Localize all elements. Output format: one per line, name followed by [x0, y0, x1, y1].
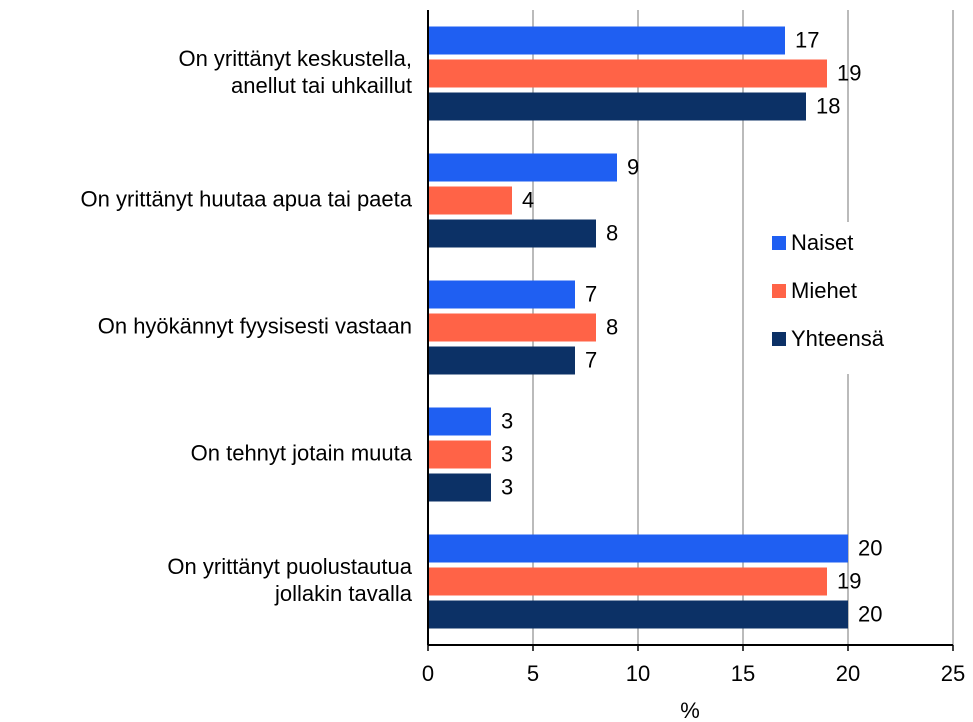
legend-label: Miehet	[791, 278, 857, 303]
bar	[428, 473, 491, 502]
data-label: 20	[858, 535, 882, 560]
x-tick-label: 5	[527, 661, 539, 686]
data-label: 9	[627, 154, 639, 179]
bar	[428, 219, 596, 248]
x-tick-label: 15	[731, 661, 755, 686]
x-tick-label: 10	[626, 661, 650, 686]
data-label: 3	[501, 441, 513, 466]
bar	[428, 313, 596, 342]
bar	[428, 534, 848, 563]
bar	[428, 92, 806, 121]
bar	[428, 280, 575, 309]
bar	[428, 407, 491, 436]
data-label: 17	[795, 27, 819, 52]
y-tick-label: On yrittänyt puolustautua jollakin tavall…	[167, 554, 412, 606]
data-label: 4	[522, 187, 534, 212]
legend-swatch	[772, 284, 786, 298]
legend-swatch	[772, 236, 786, 250]
data-label: 8	[606, 314, 618, 339]
bar	[428, 600, 848, 629]
x-tick-label: 0	[422, 661, 434, 686]
y-tick-label: On tehnyt jotain muuta	[191, 440, 413, 465]
bar	[428, 440, 491, 469]
data-label: 3	[501, 408, 513, 433]
x-tick-label: 20	[836, 661, 860, 686]
data-label: 18	[816, 93, 840, 118]
bar	[428, 26, 785, 55]
y-tick-label: On hyökännyt fyysisesti vastaan	[98, 313, 412, 338]
y-tick-label: On yrittänyt keskustella, anellut tai uhk…	[178, 46, 412, 98]
x-tick-label: 25	[941, 661, 965, 686]
bar	[428, 186, 512, 215]
data-label: 20	[858, 601, 882, 626]
y-tick-label: On yrittänyt huutaa apua tai paeta	[81, 186, 413, 211]
data-label: 7	[585, 281, 597, 306]
x-axis-title: %	[680, 698, 700, 722]
data-label: 19	[837, 568, 861, 593]
legend-swatch	[772, 332, 786, 346]
bar	[428, 59, 827, 88]
legend-label: Naiset	[791, 230, 853, 255]
bar	[428, 153, 617, 182]
data-label: 19	[837, 60, 861, 85]
data-label: 3	[501, 474, 513, 499]
data-label: 8	[606, 220, 618, 245]
data-label: 7	[585, 347, 597, 372]
bar	[428, 567, 827, 596]
bar	[428, 346, 575, 375]
legend-label: Yhteensä	[791, 326, 885, 351]
